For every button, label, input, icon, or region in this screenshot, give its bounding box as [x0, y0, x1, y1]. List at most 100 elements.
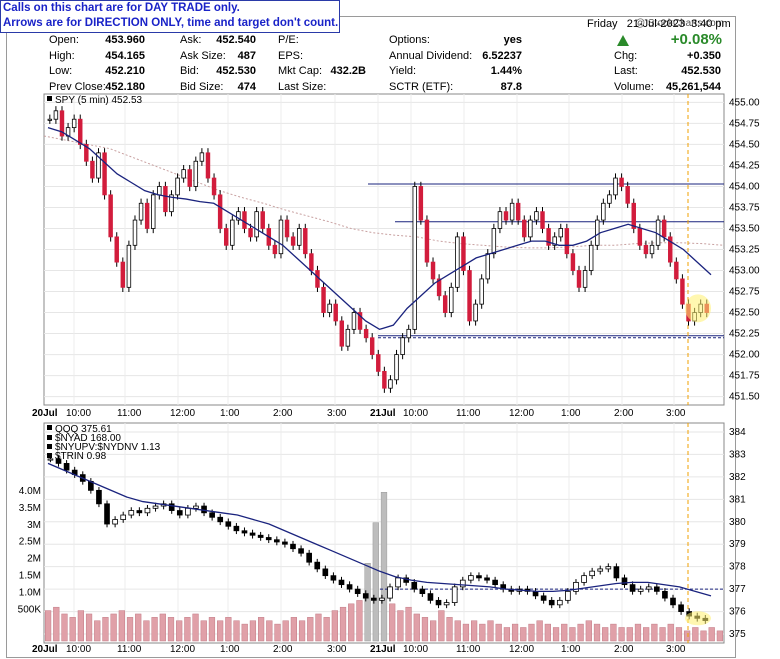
volume-bar: [69, 617, 76, 642]
y-tick-label: 375: [729, 629, 746, 640]
volume-bar: [331, 610, 338, 642]
candle-body: [47, 118, 53, 121]
quote-label: Mkt Cap:: [278, 65, 323, 77]
candle-body: [199, 152, 205, 162]
x-tick-label: 1:00: [220, 408, 240, 419]
candle-body: [637, 228, 643, 246]
candle-body: [290, 543, 296, 550]
volume-bar: [700, 630, 707, 642]
candle-body: [362, 593, 369, 599]
candle-body: [126, 244, 132, 288]
candle-body: [241, 530, 248, 534]
candle-body: [175, 177, 180, 196]
volume-bar: [561, 623, 568, 642]
candle-body: [96, 152, 101, 179]
candle-body: [71, 118, 77, 129]
candle-body: [314, 561, 321, 570]
y-tick-label: 378: [729, 562, 746, 573]
candle-body: [418, 186, 424, 221]
candle-body: [230, 219, 235, 246]
volume-tick-label: 2M: [27, 554, 41, 565]
volume-tick-label: 1.5M: [19, 571, 41, 582]
volume-bar: [471, 620, 478, 642]
volume-bar: [495, 623, 502, 642]
candle-body: [430, 261, 436, 280]
candle-body: [589, 570, 595, 577]
candle-body: [339, 320, 345, 347]
candle-body: [345, 328, 351, 347]
candle-body: [668, 236, 673, 263]
y-tick-label: 453.00: [729, 266, 760, 277]
candle-body: [185, 507, 191, 516]
y-tick-label: 455.00: [729, 97, 760, 108]
volume-tick-label: 3M: [27, 520, 41, 531]
candle-body: [570, 253, 576, 271]
candle-body: [661, 219, 667, 238]
volume-bar: [249, 620, 257, 642]
candle-body: [327, 303, 332, 313]
y-tick-label: 376: [729, 607, 746, 618]
quote-value: 452.540: [216, 34, 256, 46]
legend-swatch: [47, 96, 52, 101]
quote-value: 454.165: [105, 49, 145, 62]
volume-bar: [438, 610, 445, 642]
candle-body: [265, 537, 272, 541]
candle-body: [662, 590, 668, 599]
candle-body: [78, 118, 83, 145]
candle-body: [605, 566, 612, 570]
trade-note: Calls on this chart are for DAY TRADE on…: [0, 0, 340, 33]
volume-bar: [397, 610, 404, 642]
candle-body: [257, 534, 264, 538]
candle-body: [645, 586, 652, 590]
volume-bar: [569, 627, 576, 642]
volume-bar: [282, 620, 289, 642]
candle-body: [176, 510, 183, 516]
volume-bar: [77, 610, 84, 642]
legend-entry: $TRIN 0.98: [55, 451, 107, 462]
candle-body: [588, 244, 594, 271]
y-tick-label: 381: [729, 494, 746, 505]
y-tick-label: 380: [729, 517, 746, 528]
candle-body: [132, 219, 138, 246]
quote-label: Last:: [614, 65, 638, 77]
candle-body: [90, 160, 95, 179]
x-tick-label: 2:00: [614, 644, 634, 655]
volume-bar: [626, 627, 633, 642]
candle-body: [613, 177, 618, 196]
candle-body: [47, 458, 54, 461]
volume-tick-label: 1.0M: [19, 587, 41, 598]
candle-body: [674, 261, 679, 280]
candle-body: [346, 584, 353, 590]
quote-label: Chg:: [614, 49, 638, 62]
x-tick-label: 10:00: [403, 408, 428, 419]
quote-label: Bid:: [180, 65, 199, 77]
candle-body: [217, 194, 223, 229]
candle-body: [534, 211, 539, 221]
candle-body: [284, 219, 290, 238]
volume-bar: [184, 617, 191, 642]
candle-body: [576, 270, 582, 288]
volume-bar: [290, 617, 297, 642]
chart-title: QQQ 375.61: [55, 424, 112, 435]
volume-bar: [708, 627, 715, 642]
quote-value: 1.44%: [490, 65, 522, 77]
volume-bar: [413, 613, 420, 642]
candle-body: [565, 590, 571, 601]
volume-bar: [143, 620, 150, 642]
candle-body: [303, 228, 308, 255]
candle-body: [556, 599, 563, 606]
candle-body: [607, 194, 612, 204]
volume-bar: [110, 613, 117, 642]
time-label: 3:40 pm: [690, 18, 731, 30]
volume-bar: [53, 606, 60, 642]
volume-bar: [307, 617, 314, 642]
candle-body: [528, 219, 533, 238]
candle-body: [309, 253, 314, 271]
quote-label: Last Size:: [278, 80, 327, 93]
x-tick-label: 10:00: [66, 644, 91, 655]
quote-label: Open:: [49, 34, 79, 46]
volume-bar: [126, 617, 134, 642]
volume-bar: [593, 623, 601, 642]
candle-body: [193, 160, 199, 187]
volume-bar: [135, 613, 142, 642]
